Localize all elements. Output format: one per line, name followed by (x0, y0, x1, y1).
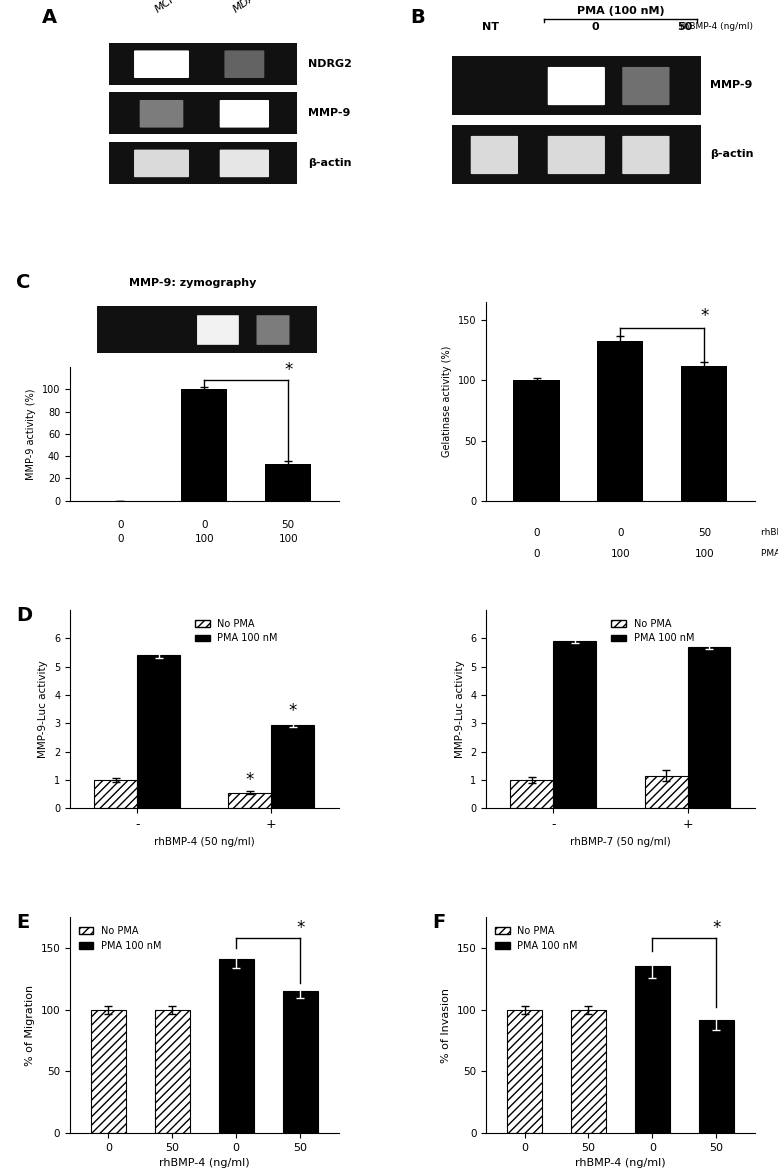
Text: β-actin: β-actin (710, 150, 754, 159)
X-axis label: rhBMP-4 (50 ng/ml): rhBMP-4 (50 ng/ml) (154, 836, 254, 847)
Bar (109, 92, 297, 134)
Bar (507, 1010, 542, 1133)
Text: MDA-MB-231: MDA-MB-231 (230, 0, 296, 14)
Text: NT: NT (482, 21, 499, 32)
FancyBboxPatch shape (548, 135, 605, 174)
Bar (155, 1010, 190, 1133)
FancyBboxPatch shape (219, 150, 269, 178)
Y-axis label: MMP-9-Luc activity: MMP-9-Luc activity (454, 660, 464, 758)
Text: 0: 0 (117, 520, 124, 529)
Text: 50: 50 (282, 520, 295, 529)
Bar (229, 793, 272, 808)
Bar (452, 125, 700, 185)
Text: MCF-7: MCF-7 (153, 0, 187, 14)
Bar (645, 776, 688, 808)
Bar (688, 647, 731, 808)
Text: PMA (nM): PMA (nM) (762, 549, 778, 558)
FancyBboxPatch shape (134, 50, 189, 78)
Text: E: E (16, 913, 30, 932)
Bar (452, 56, 700, 116)
FancyBboxPatch shape (257, 315, 289, 345)
Bar (553, 641, 596, 808)
Bar (181, 389, 227, 501)
Text: rhBMP-4 (ng/ml): rhBMP-4 (ng/ml) (762, 528, 778, 537)
Text: NDRG2: NDRG2 (308, 58, 352, 69)
FancyBboxPatch shape (622, 67, 670, 105)
Text: 50: 50 (677, 21, 692, 32)
Y-axis label: % of Invasion: % of Invasion (441, 988, 451, 1063)
Bar (510, 780, 553, 808)
X-axis label: rhBMP-4 (ng/ml): rhBMP-4 (ng/ml) (159, 1159, 250, 1168)
Legend: No PMA, PMA 100 nM: No PMA, PMA 100 nM (491, 923, 582, 955)
FancyBboxPatch shape (471, 135, 518, 174)
Text: *: * (296, 918, 304, 937)
X-axis label: rhBMP-4 (ng/ml): rhBMP-4 (ng/ml) (575, 1159, 666, 1168)
Text: 0: 0 (591, 21, 599, 32)
Text: 0: 0 (533, 528, 540, 538)
FancyBboxPatch shape (219, 100, 269, 127)
Text: *: * (712, 918, 720, 937)
Text: 100: 100 (611, 549, 630, 558)
Text: *: * (700, 307, 709, 325)
Bar (219, 959, 254, 1133)
Bar (272, 724, 314, 808)
Text: D: D (16, 606, 33, 625)
Text: *: * (289, 702, 297, 721)
Bar (91, 1010, 126, 1133)
Text: 50: 50 (698, 528, 711, 538)
Y-axis label: MMP-9-Luc activity: MMP-9-Luc activity (38, 660, 48, 758)
Bar (513, 381, 559, 501)
FancyBboxPatch shape (140, 100, 184, 127)
Text: *: * (246, 771, 254, 790)
Text: β-actin: β-actin (308, 158, 352, 168)
Text: MMP-9: MMP-9 (710, 81, 752, 90)
Y-axis label: MMP-9 activity (%): MMP-9 activity (%) (26, 388, 37, 480)
Bar (137, 655, 180, 808)
Text: 0: 0 (533, 549, 540, 558)
Bar (97, 306, 317, 353)
Text: 100: 100 (279, 534, 298, 544)
Text: 0: 0 (617, 528, 624, 538)
Bar (282, 992, 317, 1133)
Bar (109, 141, 297, 185)
X-axis label: rhBMP-7 (50 ng/ml): rhBMP-7 (50 ng/ml) (570, 836, 671, 847)
Text: MMP-9: zymography: MMP-9: zymography (129, 278, 257, 288)
Bar (109, 43, 297, 85)
Bar (699, 1020, 734, 1133)
Text: 0: 0 (117, 534, 124, 544)
FancyBboxPatch shape (224, 50, 265, 78)
Bar (635, 966, 670, 1133)
Text: rhBMP-4 (ng/ml): rhBMP-4 (ng/ml) (680, 22, 753, 32)
Y-axis label: % of Migration: % of Migration (25, 985, 35, 1065)
Text: C: C (16, 273, 30, 292)
Legend: No PMA, PMA 100 nM: No PMA, PMA 100 nM (608, 614, 698, 647)
Bar (598, 341, 643, 501)
Text: PMA (100 nM): PMA (100 nM) (577, 6, 664, 16)
Legend: No PMA, PMA 100 nM: No PMA, PMA 100 nM (191, 614, 282, 647)
Text: *: * (284, 361, 293, 378)
Y-axis label: Gelatinase activity (%): Gelatinase activity (%) (443, 346, 452, 457)
Bar (571, 1010, 606, 1133)
Legend: No PMA, PMA 100 nM: No PMA, PMA 100 nM (75, 923, 166, 955)
FancyBboxPatch shape (197, 315, 239, 345)
Text: A: A (42, 8, 58, 27)
Bar (94, 780, 137, 808)
Text: 0: 0 (201, 520, 208, 529)
Text: F: F (433, 913, 446, 932)
Text: MMP-9: MMP-9 (308, 109, 351, 118)
Bar (682, 366, 727, 501)
Text: B: B (411, 8, 426, 27)
Text: 100: 100 (695, 549, 714, 558)
Bar (265, 464, 311, 501)
Text: 100: 100 (194, 534, 214, 544)
FancyBboxPatch shape (548, 67, 605, 105)
FancyBboxPatch shape (622, 135, 670, 174)
FancyBboxPatch shape (134, 150, 189, 178)
